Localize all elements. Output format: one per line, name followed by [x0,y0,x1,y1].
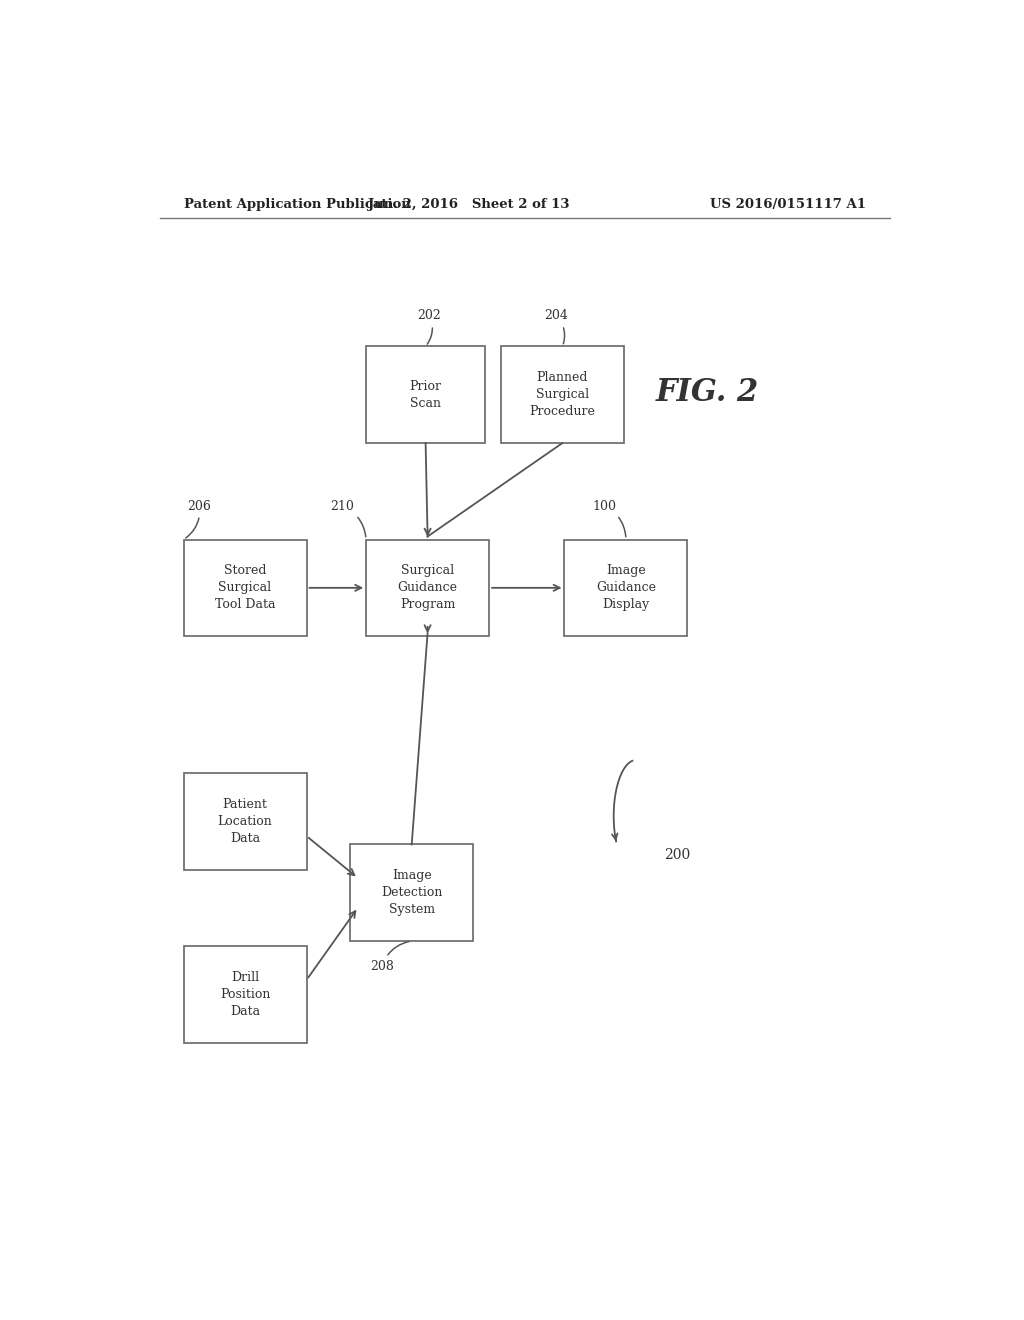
Text: Patent Application Publication: Patent Application Publication [183,198,411,211]
FancyBboxPatch shape [367,540,489,636]
Text: Stored
Surgical
Tool Data: Stored Surgical Tool Data [215,565,275,611]
Text: US 2016/0151117 A1: US 2016/0151117 A1 [710,198,866,211]
Text: Jun. 2, 2016   Sheet 2 of 13: Jun. 2, 2016 Sheet 2 of 13 [369,198,570,211]
Text: 206: 206 [185,499,211,539]
Text: Prior
Scan: Prior Scan [410,380,441,409]
FancyBboxPatch shape [183,540,306,636]
FancyBboxPatch shape [564,540,687,636]
Text: 100: 100 [592,499,626,537]
FancyBboxPatch shape [183,774,306,870]
Text: 210: 210 [331,499,366,537]
Text: Surgical
Guidance
Program: Surgical Guidance Program [397,565,458,611]
FancyBboxPatch shape [501,346,624,444]
Text: 200: 200 [664,847,690,862]
Text: 202: 202 [418,309,441,345]
Text: Patient
Location
Data: Patient Location Data [218,799,272,845]
Text: Drill
Position
Data: Drill Position Data [220,972,270,1018]
Text: Planned
Surgical
Procedure: Planned Surgical Procedure [529,371,595,418]
Text: 208: 208 [370,941,409,973]
Text: 204: 204 [545,309,568,343]
Text: FIG. 2: FIG. 2 [655,376,759,408]
FancyBboxPatch shape [183,946,306,1043]
Text: Image
Guidance
Display: Image Guidance Display [596,565,656,611]
Text: Image
Detection
System: Image Detection System [381,870,442,916]
FancyBboxPatch shape [367,346,485,444]
FancyBboxPatch shape [350,845,473,941]
